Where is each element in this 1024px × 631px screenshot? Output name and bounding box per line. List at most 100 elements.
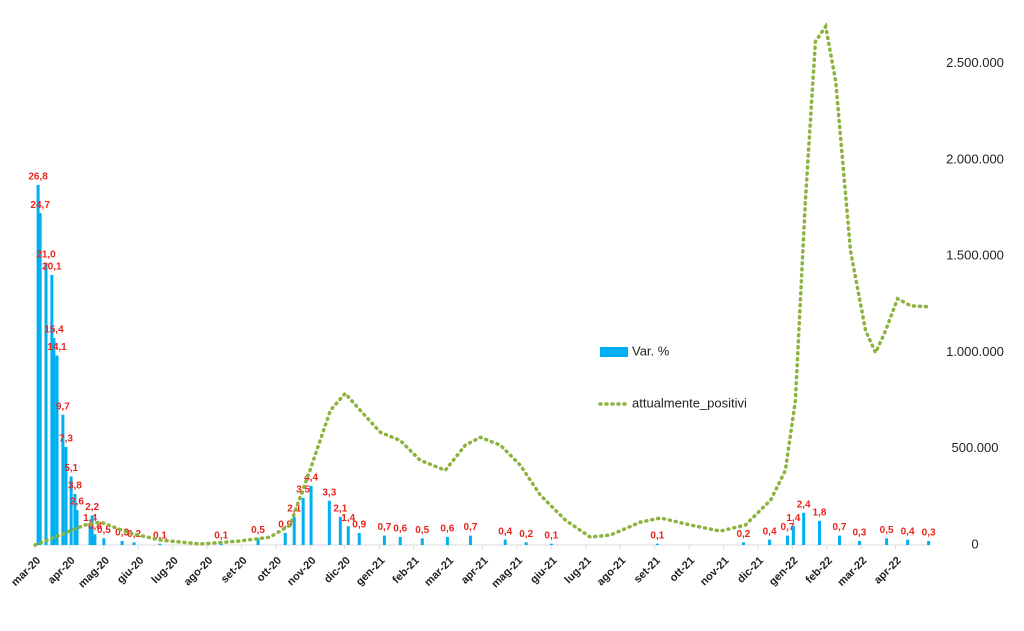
value-label: 0,6 xyxy=(440,524,454,535)
x-tick-label: ott-21 xyxy=(668,555,698,585)
value-label: 0,2 xyxy=(127,529,141,540)
value-label: 2,2 xyxy=(85,502,99,513)
bar xyxy=(346,526,350,545)
bar xyxy=(102,538,106,545)
y2-tick-label: 2.000.000 xyxy=(946,151,1004,166)
x-tick-label: nov-21 xyxy=(698,555,732,589)
bar xyxy=(64,446,68,545)
legend-label: attualmente_positivi xyxy=(632,395,747,410)
bar xyxy=(38,213,42,545)
bar xyxy=(88,526,92,545)
bar xyxy=(301,497,305,545)
x-tick-label: gen-21 xyxy=(354,555,388,589)
value-label: 2,4 xyxy=(797,499,811,510)
y2-tick-label: 1.000.000 xyxy=(946,344,1004,359)
value-label: 1,4 xyxy=(83,513,97,524)
value-label: 9,7 xyxy=(56,401,70,412)
value-label: 3,3 xyxy=(322,487,336,498)
value-label: 0,8 xyxy=(88,521,102,532)
x-tick-label: dic-20 xyxy=(322,555,353,586)
x-tick-label: apr-22 xyxy=(872,555,904,587)
x-tick-label: nov-20 xyxy=(285,555,319,589)
bar xyxy=(52,338,56,545)
x-tick-label: apr-21 xyxy=(459,555,491,587)
bar xyxy=(468,535,472,545)
y2-tick-label: 500.000 xyxy=(952,440,999,455)
value-label: 20,1 xyxy=(42,262,62,273)
x-tick-label: ott-20 xyxy=(254,555,284,585)
bar xyxy=(327,500,331,545)
bar xyxy=(61,414,65,545)
x-tick-label: lug-20 xyxy=(149,555,180,586)
bar xyxy=(158,543,162,545)
x-tick-label: set-20 xyxy=(219,555,250,586)
bar xyxy=(785,535,789,545)
value-label: 5,1 xyxy=(64,463,78,474)
bar xyxy=(503,539,507,545)
value-label: 0,2 xyxy=(736,529,750,540)
bar xyxy=(837,535,841,545)
value-label: 0,1 xyxy=(214,530,228,541)
value-label: 24,7 xyxy=(30,200,50,211)
value-label: 0,5 xyxy=(415,525,429,536)
value-label: 21,0 xyxy=(36,249,56,260)
x-tick-label: feb-22 xyxy=(804,555,835,586)
bar xyxy=(69,476,73,545)
bar xyxy=(36,184,40,545)
value-label: 0,1 xyxy=(650,530,664,541)
value-label: 0,5 xyxy=(880,525,894,536)
value-label: 0,4 xyxy=(763,526,777,537)
value-label: 1,4 xyxy=(786,513,800,524)
value-label: 7,3 xyxy=(59,434,73,445)
bar xyxy=(55,355,59,545)
bar xyxy=(292,516,296,545)
bar xyxy=(927,540,931,545)
x-tick-label: mag-21 xyxy=(489,555,525,591)
x-tick-label: ago-21 xyxy=(595,555,629,589)
bar xyxy=(524,542,528,545)
value-label: 26,8 xyxy=(28,172,48,183)
value-label: 1,4 xyxy=(341,513,355,524)
bar xyxy=(885,538,889,545)
legend-swatch xyxy=(600,347,628,357)
x-tick-label: mar-22 xyxy=(835,555,869,589)
bar xyxy=(120,540,124,545)
x-tick-label: gen-22 xyxy=(767,555,801,589)
bar xyxy=(398,536,402,545)
legend-label: Var. % xyxy=(632,343,670,358)
value-label: 1,8 xyxy=(813,507,827,518)
value-label: 0,1 xyxy=(544,530,558,541)
bar xyxy=(791,526,795,545)
y2-tick-label: 0 xyxy=(971,536,978,551)
bar xyxy=(420,538,424,545)
value-label: 0,3 xyxy=(115,528,129,539)
value-label: 15,4 xyxy=(44,325,64,336)
bar xyxy=(75,510,79,545)
bar xyxy=(90,515,94,545)
bar xyxy=(256,538,260,545)
value-label: 0,7 xyxy=(833,522,847,533)
value-label: 0,9 xyxy=(352,520,366,531)
bar xyxy=(93,534,97,545)
y2-tick-label: 2.500.000 xyxy=(946,55,1004,70)
value-label: 14,1 xyxy=(47,342,67,353)
value-label: 0,4 xyxy=(901,526,915,537)
bar xyxy=(768,539,772,545)
x-tick-label: mag-20 xyxy=(76,555,112,591)
value-label: 0,1 xyxy=(153,530,167,541)
bar xyxy=(219,543,223,545)
value-label: 3,5 xyxy=(296,485,310,496)
value-label: 2,6 xyxy=(70,497,84,508)
value-label: 0,5 xyxy=(97,525,111,536)
bar xyxy=(906,539,910,545)
value-label: 0,9 xyxy=(278,520,292,531)
x-tick-label: mar-21 xyxy=(422,555,456,589)
y2-tick-label: 1.500.000 xyxy=(946,248,1004,263)
x-tick-label: lug-21 xyxy=(563,555,594,586)
bar xyxy=(549,543,553,545)
bar xyxy=(802,512,806,545)
line xyxy=(33,21,931,547)
bar xyxy=(382,535,386,545)
bar xyxy=(857,540,861,545)
